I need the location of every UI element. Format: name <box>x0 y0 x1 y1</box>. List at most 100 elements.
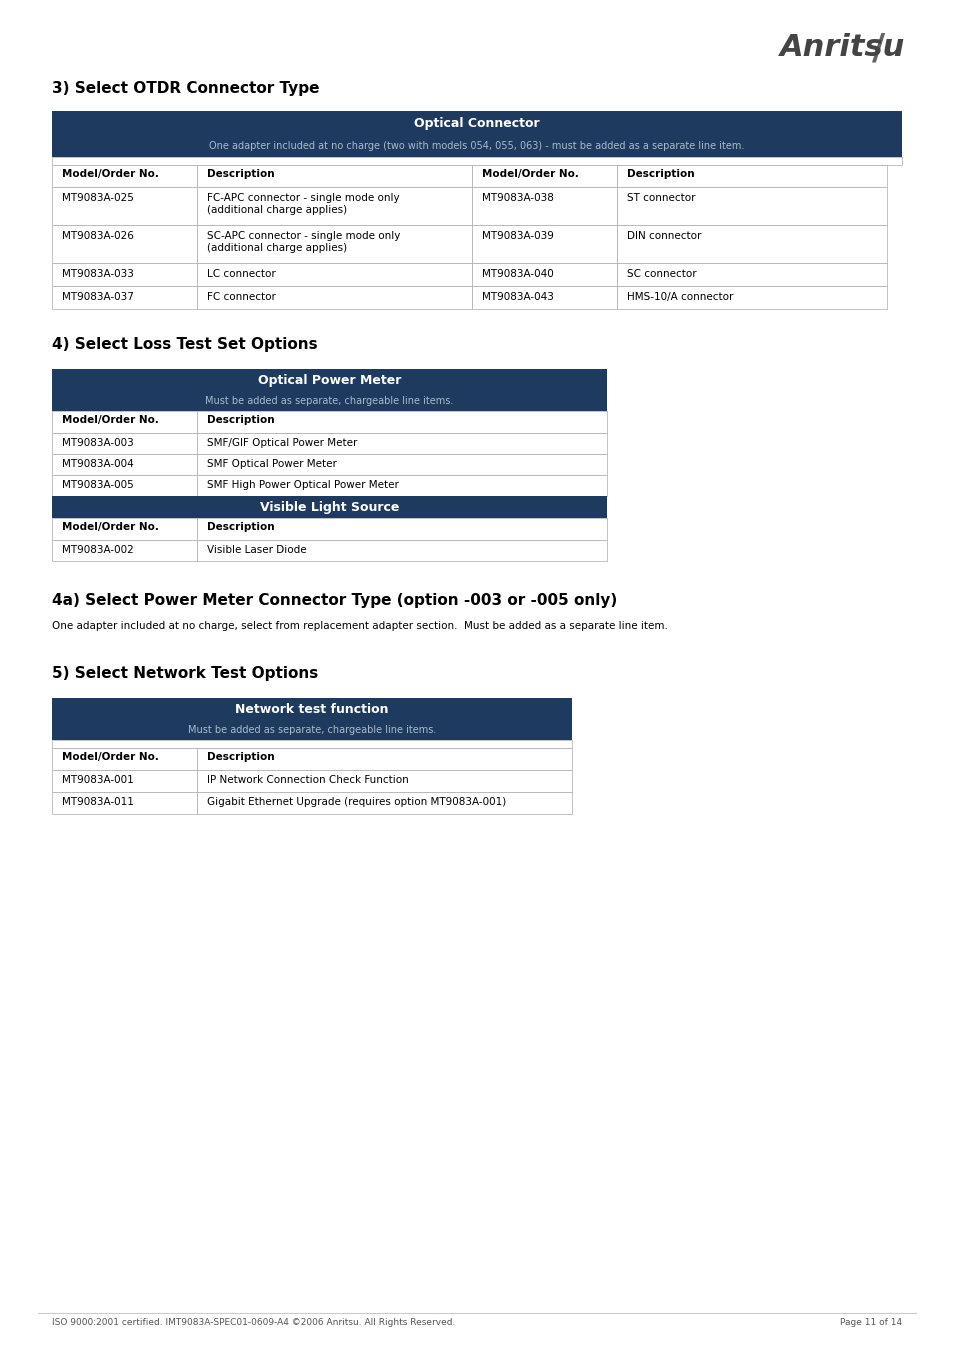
Bar <box>52 226 196 263</box>
Text: MT9083A-040: MT9083A-040 <box>481 269 553 280</box>
Text: /: / <box>871 31 884 65</box>
Bar <box>196 540 606 561</box>
Text: SC connector: SC connector <box>626 269 696 280</box>
Bar <box>52 770 196 792</box>
Text: LC connector: LC connector <box>207 269 275 280</box>
Text: MT9083A-004: MT9083A-004 <box>62 459 133 469</box>
Text: MT9083A-001: MT9083A-001 <box>62 775 133 785</box>
Text: FC-APC connector - single mode only
(additional charge applies): FC-APC connector - single mode only (add… <box>207 193 399 215</box>
Bar <box>196 434 606 454</box>
Bar <box>52 496 606 517</box>
Text: Model/Order No.: Model/Order No. <box>62 753 159 762</box>
Bar <box>196 517 606 540</box>
Text: Model/Order No.: Model/Order No. <box>62 521 159 532</box>
Text: HMS-10/A connector: HMS-10/A connector <box>626 292 733 303</box>
Text: ST connector: ST connector <box>626 193 695 203</box>
Bar <box>617 263 886 286</box>
Text: MT9083A-005: MT9083A-005 <box>62 480 133 490</box>
Text: Gigabit Ethernet Upgrade (requires option MT9083A-001): Gigabit Ethernet Upgrade (requires optio… <box>207 797 506 807</box>
Bar <box>52 263 196 286</box>
Text: Description: Description <box>207 521 274 532</box>
Text: Description: Description <box>207 753 274 762</box>
Text: Model/Order No.: Model/Order No. <box>62 169 159 178</box>
Bar <box>52 369 606 390</box>
Bar <box>52 540 196 561</box>
Bar <box>196 165 472 186</box>
Text: MT9083A-002: MT9083A-002 <box>62 544 133 555</box>
Text: FC connector: FC connector <box>207 292 275 303</box>
Bar <box>52 186 196 226</box>
Text: Optical Power Meter: Optical Power Meter <box>257 373 401 386</box>
Text: MT9083A-025: MT9083A-025 <box>62 193 133 203</box>
Bar <box>472 186 617 226</box>
Text: Model/Order No.: Model/Order No. <box>62 415 159 426</box>
Text: 4a) Select Power Meter Connector Type (option -003 or -005 only): 4a) Select Power Meter Connector Type (o… <box>52 593 617 608</box>
Bar <box>52 476 196 496</box>
Text: MT9083A-038: MT9083A-038 <box>481 193 554 203</box>
Text: Description: Description <box>207 169 274 178</box>
Bar <box>196 454 606 476</box>
Text: Must be added as separate, chargeable line items.: Must be added as separate, chargeable li… <box>205 396 454 407</box>
Bar <box>196 476 606 496</box>
Bar <box>52 135 901 157</box>
Bar <box>52 740 572 748</box>
Text: One adapter included at no charge, select from replacement adapter section.  Mus: One adapter included at no charge, selec… <box>52 621 667 631</box>
Text: Visible Light Source: Visible Light Source <box>259 500 398 513</box>
Text: Model/Order No.: Model/Order No. <box>481 169 578 178</box>
Bar <box>196 411 606 434</box>
Bar <box>52 411 196 434</box>
Text: IP Network Connection Check Function: IP Network Connection Check Function <box>207 775 408 785</box>
Bar <box>52 698 572 720</box>
Text: SMF/GIF Optical Power Meter: SMF/GIF Optical Power Meter <box>207 438 357 449</box>
Bar <box>617 226 886 263</box>
Bar <box>617 165 886 186</box>
Bar <box>52 111 901 135</box>
Text: Anritsu: Anritsu <box>779 32 904 62</box>
Bar <box>196 770 572 792</box>
Bar <box>52 157 901 165</box>
Text: 5) Select Network Test Options: 5) Select Network Test Options <box>52 666 318 681</box>
Text: Must be added as separate, chargeable line items.: Must be added as separate, chargeable li… <box>188 725 436 735</box>
Bar <box>52 286 196 309</box>
Bar <box>196 286 472 309</box>
Bar <box>472 286 617 309</box>
Text: DIN connector: DIN connector <box>626 231 700 240</box>
Bar <box>52 720 572 740</box>
Bar <box>472 226 617 263</box>
Text: Description: Description <box>207 415 274 426</box>
Text: 3) Select OTDR Connector Type: 3) Select OTDR Connector Type <box>52 81 319 96</box>
Bar <box>617 286 886 309</box>
Bar <box>52 390 606 411</box>
Bar <box>52 434 196 454</box>
Bar <box>52 517 196 540</box>
Bar <box>472 263 617 286</box>
Bar <box>52 165 196 186</box>
Bar <box>52 748 196 770</box>
Text: SMF Optical Power Meter: SMF Optical Power Meter <box>207 459 336 469</box>
Text: MT9083A-039: MT9083A-039 <box>481 231 554 240</box>
Text: SMF High Power Optical Power Meter: SMF High Power Optical Power Meter <box>207 480 398 490</box>
Text: MT9083A-003: MT9083A-003 <box>62 438 133 449</box>
Text: 4) Select Loss Test Set Options: 4) Select Loss Test Set Options <box>52 336 317 353</box>
Text: Page 11 of 14: Page 11 of 14 <box>839 1319 901 1327</box>
Text: One adapter included at no charge (two with models 054, 055, 063) - must be adde: One adapter included at no charge (two w… <box>209 141 744 151</box>
Text: Network test function: Network test function <box>235 703 388 716</box>
Text: MT9083A-037: MT9083A-037 <box>62 292 133 303</box>
Text: MT9083A-033: MT9083A-033 <box>62 269 133 280</box>
Bar <box>196 226 472 263</box>
Text: Description: Description <box>626 169 694 178</box>
Text: MT9083A-026: MT9083A-026 <box>62 231 133 240</box>
Text: ISO 9000:2001 certified. IMT9083A-SPEC01-0609-A4 ©2006 Anritsu. All Rights Reser: ISO 9000:2001 certified. IMT9083A-SPEC01… <box>52 1319 455 1327</box>
Text: MT9083A-011: MT9083A-011 <box>62 797 133 807</box>
Bar <box>196 748 572 770</box>
Bar <box>52 792 196 815</box>
Bar <box>617 186 886 226</box>
Text: Optical Connector: Optical Connector <box>414 116 539 130</box>
Text: SC-APC connector - single mode only
(additional charge applies): SC-APC connector - single mode only (add… <box>207 231 400 253</box>
Bar <box>196 186 472 226</box>
Bar <box>196 792 572 815</box>
Text: MT9083A-043: MT9083A-043 <box>481 292 554 303</box>
Bar <box>196 263 472 286</box>
Bar <box>52 454 196 476</box>
Bar <box>472 165 617 186</box>
